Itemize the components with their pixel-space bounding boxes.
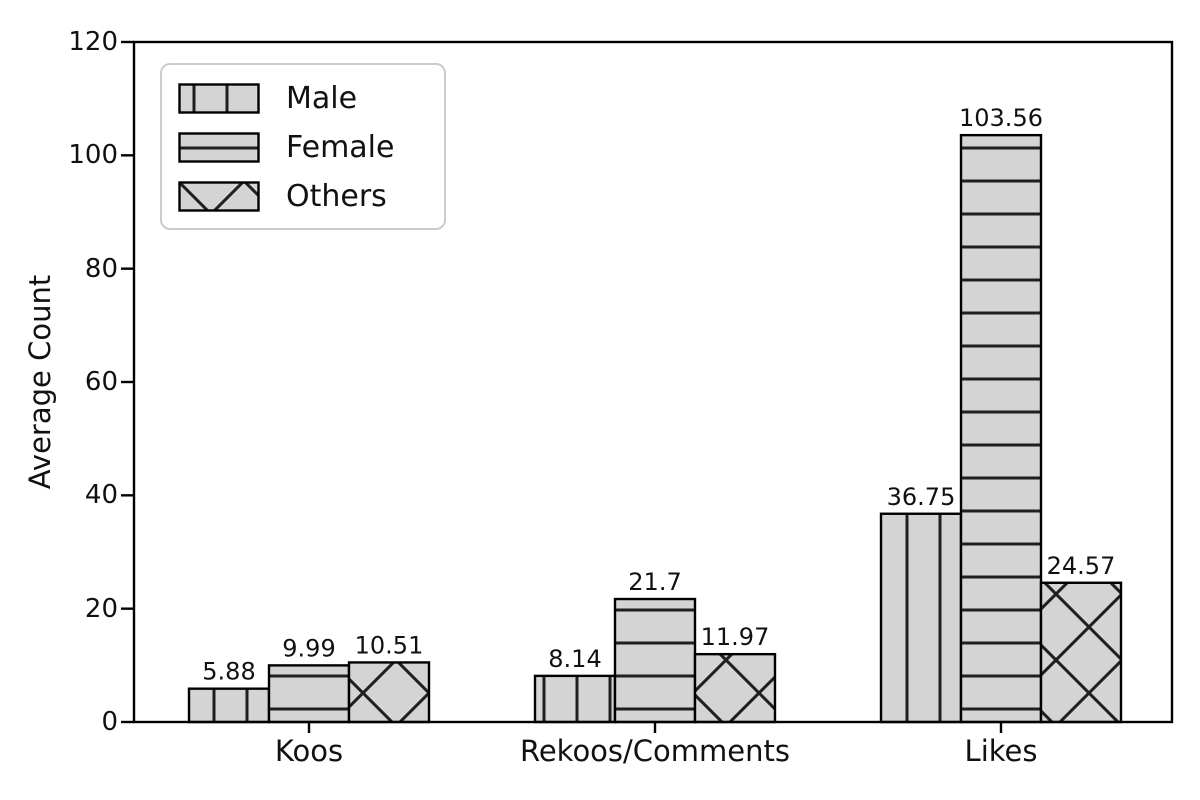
legend: Male Female Others: [160, 63, 446, 230]
bar-male-koos: [187, 687, 271, 724]
legend-label-others: Others: [286, 179, 387, 214]
y-tick-label-80: 80: [84, 253, 118, 284]
y-tick-label-20: 20: [84, 593, 118, 624]
x-tick-label-koos: Koos: [274, 734, 344, 768]
bar-male-rekoos-comments: [533, 674, 617, 724]
bar-male-likes: [879, 512, 963, 724]
value-label-male-likes: 36.75: [887, 483, 956, 511]
y-tick-label-60: 60: [84, 367, 118, 397]
bar-others-rekoos-comments: [693, 652, 777, 724]
bar-others-koos: [347, 661, 431, 724]
x-tick-label-likes: Likes: [964, 734, 1038, 768]
value-label-others-koos: 10.51: [355, 631, 424, 659]
bar-female-likes: [959, 133, 1043, 724]
legend-swatch-others-icon: [178, 181, 260, 212]
y-tick-label-40: 40: [84, 480, 118, 511]
legend-swatch-male-icon: [178, 83, 260, 114]
y-tick-label-100: 100: [68, 140, 118, 171]
legend-label-female: Female: [286, 130, 395, 165]
y-tick-label-0: 0: [101, 707, 118, 737]
legend-label-male: Male: [286, 81, 358, 116]
value-label-female-koos: 9.99: [282, 634, 335, 662]
value-label-male-koos: 5.88: [202, 658, 255, 686]
y-tick-label-120: 120: [68, 27, 118, 57]
legend-swatch-female-icon: [178, 132, 260, 163]
value-label-female-likes: 103.56: [959, 104, 1043, 132]
value-label-others-rekoos-comments: 11.97: [701, 623, 770, 651]
x-tick-label-rekoos-comments: Rekoos/Comments: [519, 734, 791, 768]
legend-row-male: Male: [178, 82, 424, 115]
value-label-female-rekoos-comments: 21.7: [628, 568, 681, 596]
bar-others-likes: [1039, 581, 1123, 724]
bar-female-rekoos-comments: [613, 597, 697, 724]
legend-row-others: Others: [178, 180, 424, 213]
y-axis-label: Average Count: [23, 274, 57, 490]
value-label-others-likes: 24.57: [1047, 552, 1116, 580]
legend-row-female: Female: [178, 131, 424, 164]
bar-female-koos: [267, 664, 351, 724]
value-label-male-rekoos-comments: 8.14: [548, 645, 601, 673]
